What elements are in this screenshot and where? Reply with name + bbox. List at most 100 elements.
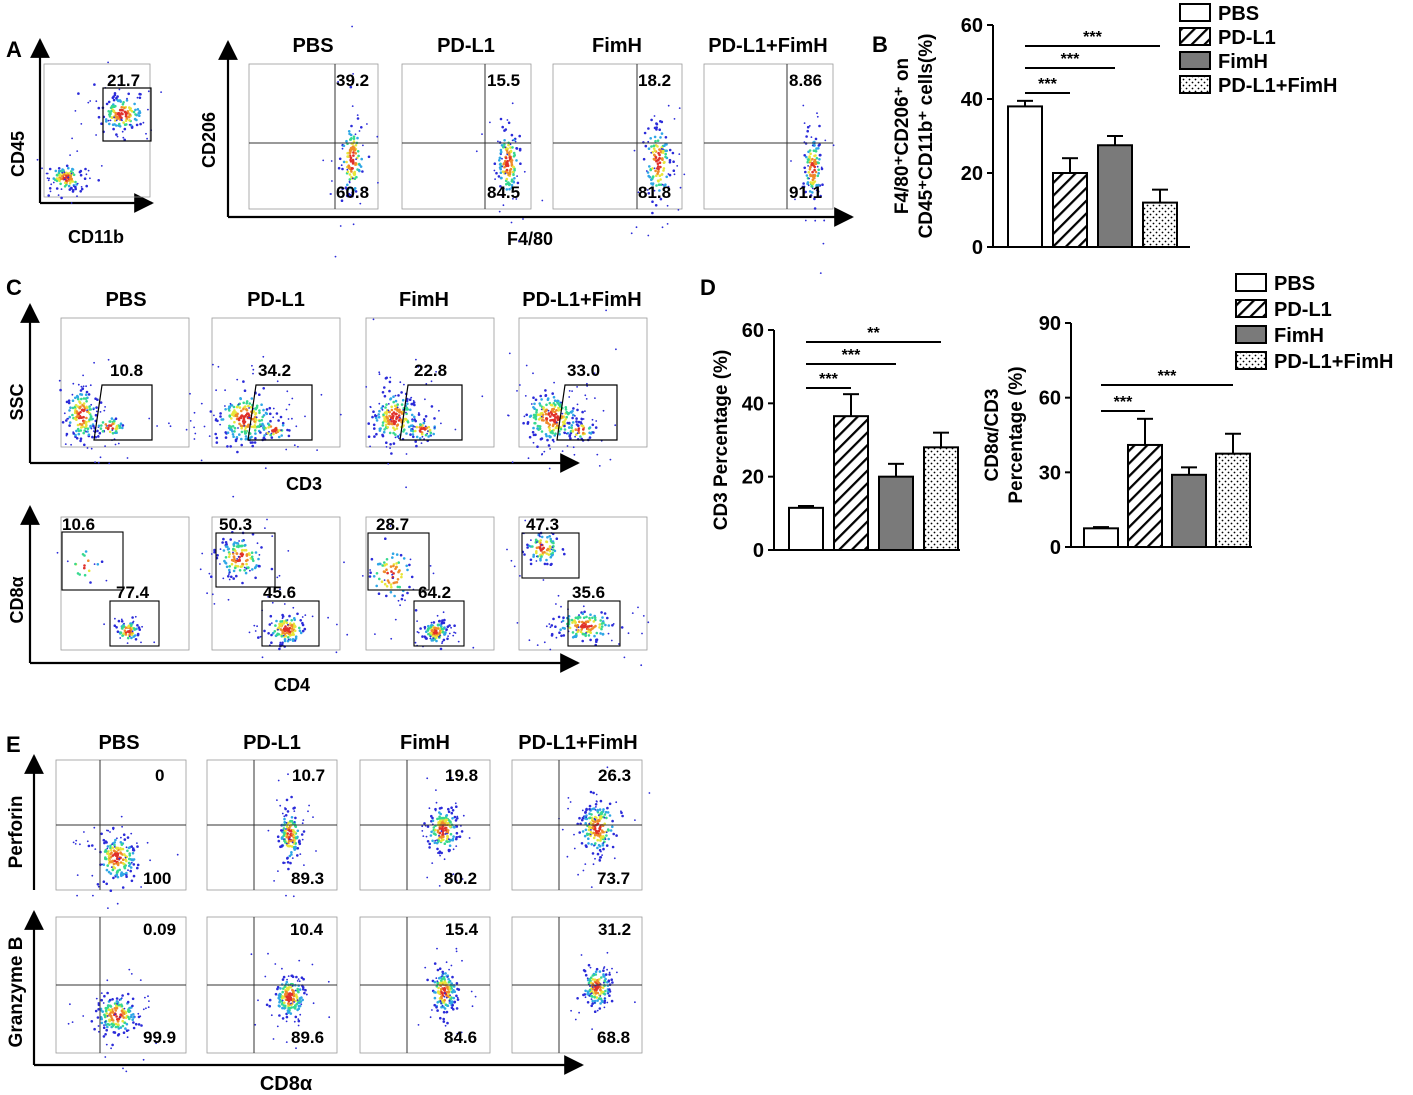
event-dot (652, 144, 656, 148)
event-dot (77, 429, 81, 433)
event-dot (113, 119, 117, 122)
event-dot (121, 858, 125, 861)
event-dot (596, 838, 599, 842)
event-dot (572, 407, 575, 410)
event-dot (296, 847, 300, 850)
event-dot (116, 630, 120, 633)
event-dot (807, 158, 810, 161)
event-dot (646, 171, 650, 174)
event-dot (295, 995, 299, 999)
event-dot (634, 819, 636, 821)
event-dot (544, 394, 547, 398)
event-dot (607, 990, 610, 993)
event-dot (415, 435, 419, 439)
event-dot (95, 100, 98, 103)
event-dot (247, 414, 251, 417)
event-dot (570, 426, 573, 430)
event-dot (435, 841, 439, 845)
event-dot (653, 167, 656, 170)
density-cloud (199, 495, 290, 605)
event-dot (535, 555, 538, 558)
event-dot (586, 620, 589, 623)
event-dot (115, 1006, 119, 1010)
gate-value: 33.0 (567, 361, 600, 380)
event-dot (647, 234, 650, 237)
event-dot (446, 990, 449, 994)
event-dot (234, 566, 237, 570)
event-dot (124, 119, 128, 122)
event-dot (291, 839, 295, 842)
event-dot (816, 165, 819, 168)
event-dot (283, 1007, 286, 1010)
event-dot (349, 133, 353, 137)
event-dot (431, 819, 435, 822)
event-dot (247, 423, 250, 427)
event-dot (284, 862, 286, 864)
event-dot (659, 197, 663, 201)
event-dot (284, 627, 287, 631)
event-dot (381, 409, 384, 411)
event-dot (573, 847, 576, 850)
event-dot (802, 185, 806, 189)
event-dot (128, 864, 131, 868)
event-dot (545, 540, 548, 543)
event-dot (109, 844, 112, 848)
event-dot (100, 1021, 104, 1025)
event-dot (559, 427, 563, 431)
event-dot (378, 409, 381, 413)
event-dot (121, 847, 125, 851)
event-dot (382, 413, 385, 417)
event-dot (405, 432, 408, 435)
event-dot (357, 154, 360, 158)
event-dot (451, 990, 455, 994)
event-dot (73, 417, 77, 420)
event-dot (608, 814, 612, 817)
event-dot (126, 642, 129, 644)
event-dot (436, 981, 440, 985)
event-dot (276, 632, 280, 636)
event-dot (514, 140, 517, 143)
event-dot (138, 96, 142, 100)
event-dot (576, 432, 579, 435)
event-dot (312, 816, 314, 818)
event-dot (82, 1015, 85, 1017)
event-dot (810, 182, 813, 185)
y-axis-label: CD3 Percentage (%) (711, 350, 732, 531)
event-dot (430, 629, 434, 632)
event-dot (206, 592, 209, 595)
event-dot (495, 171, 498, 175)
event-dot (253, 429, 257, 432)
event-dot (481, 133, 483, 136)
event-dot (659, 183, 663, 186)
event-dot (67, 399, 71, 403)
event-dot (502, 162, 506, 165)
event-dot (602, 969, 605, 972)
event-dot (389, 525, 392, 527)
event-dot (286, 998, 289, 1001)
event-dot (591, 1028, 593, 1030)
event-dot (82, 374, 84, 377)
event-dot (584, 973, 588, 977)
event-dot (654, 156, 658, 159)
event-dot (84, 422, 88, 426)
event-dot (576, 616, 579, 620)
event-dot (286, 639, 290, 643)
event-dot (602, 830, 605, 834)
event-dot (515, 147, 519, 150)
event-dot (591, 852, 595, 855)
event-dot (676, 165, 679, 167)
event-dot (606, 766, 609, 769)
event-dot (533, 421, 536, 425)
event-dot (454, 428, 457, 431)
event-dot (599, 995, 602, 997)
event-dot (349, 85, 353, 89)
event-dot (455, 994, 458, 998)
event-dot (589, 993, 592, 995)
event-dot (72, 185, 75, 188)
event-dot (293, 846, 296, 850)
event-dot (300, 976, 304, 979)
gate-box (261, 600, 320, 647)
event-dot (283, 815, 286, 818)
